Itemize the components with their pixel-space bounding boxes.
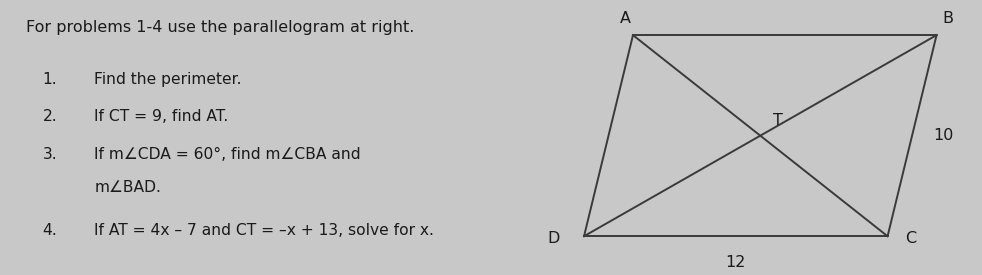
- Text: 10: 10: [934, 128, 954, 143]
- Text: 1.: 1.: [42, 72, 57, 87]
- Text: 3.: 3.: [42, 147, 57, 162]
- Text: D: D: [547, 232, 560, 246]
- Text: m∠BAD.: m∠BAD.: [94, 180, 161, 194]
- Text: 2.: 2.: [42, 109, 57, 124]
- Text: If CT = 9, find AT.: If CT = 9, find AT.: [94, 109, 229, 124]
- Text: For problems 1-4 use the parallelogram at right.: For problems 1-4 use the parallelogram a…: [26, 20, 414, 35]
- Text: T: T: [773, 112, 783, 128]
- Text: A: A: [620, 11, 630, 26]
- Text: If m∠CDA = 60°, find m∠CBA and: If m∠CDA = 60°, find m∠CBA and: [94, 147, 361, 162]
- Text: If AT = 4x – 7 and CT = –x + 13, solve for x.: If AT = 4x – 7 and CT = –x + 13, solve f…: [94, 223, 434, 238]
- Text: C: C: [905, 232, 916, 246]
- Text: B: B: [943, 11, 954, 26]
- Text: 12: 12: [726, 255, 746, 270]
- Text: 4.: 4.: [42, 223, 57, 238]
- Text: Find the perimeter.: Find the perimeter.: [94, 72, 242, 87]
